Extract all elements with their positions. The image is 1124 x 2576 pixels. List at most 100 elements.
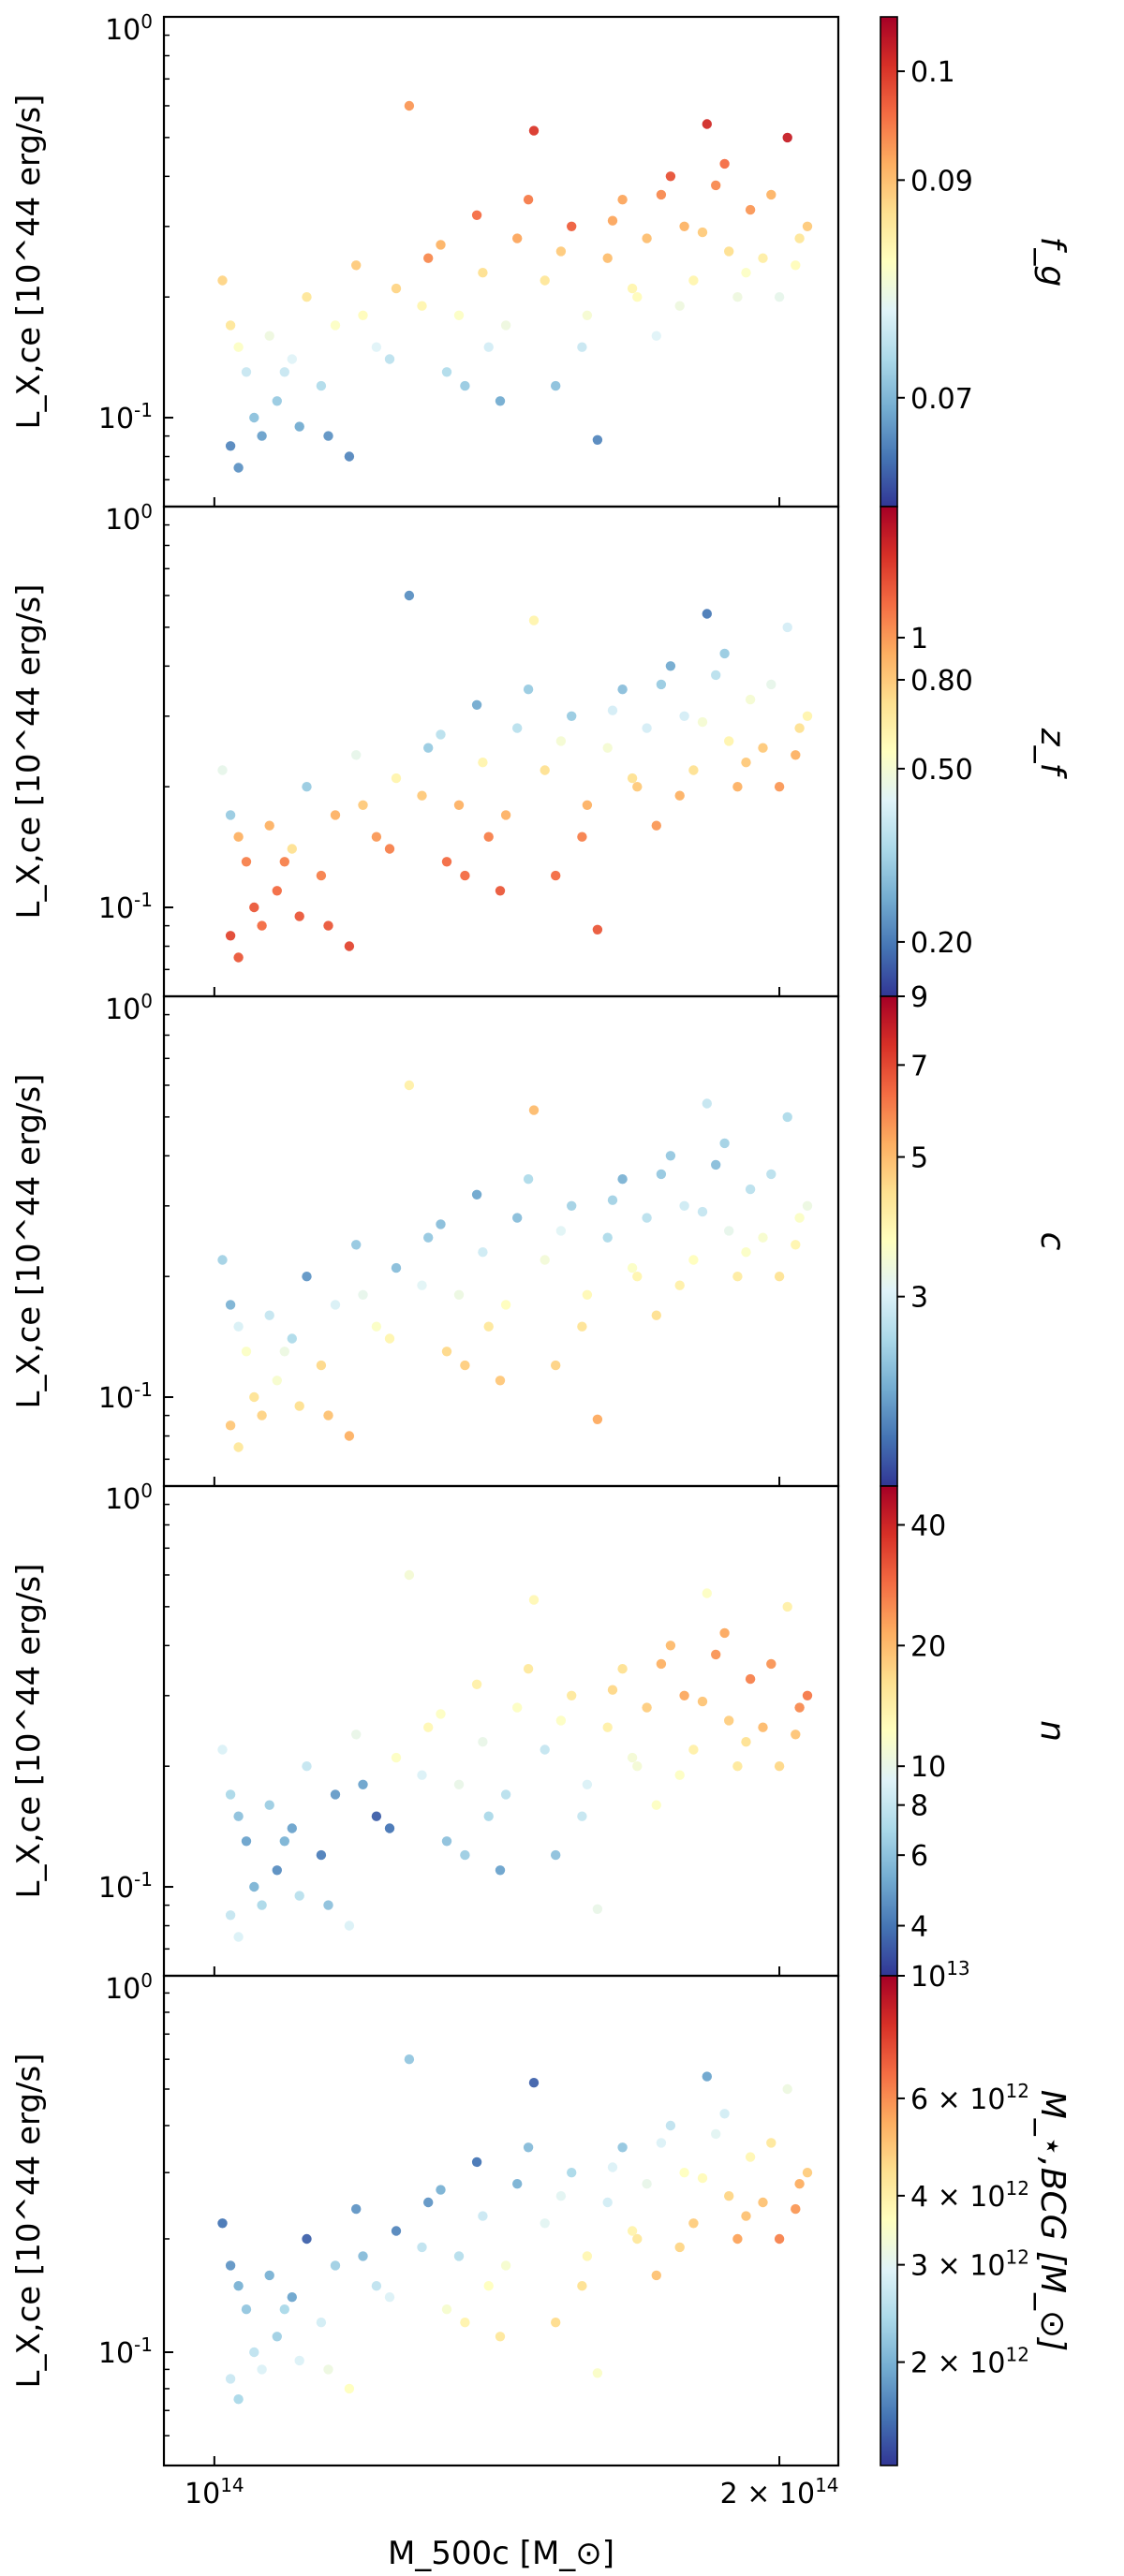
data-point	[732, 782, 743, 792]
data-point	[478, 268, 488, 278]
data-point	[592, 1414, 603, 1425]
data-point	[264, 2270, 274, 2281]
y-tick-label: 10-1	[98, 889, 153, 925]
data-point	[225, 1910, 236, 1921]
data-point	[582, 1289, 593, 1301]
data-point	[330, 1789, 341, 1800]
data-point	[404, 100, 415, 111]
data-point	[679, 2168, 689, 2178]
data-point	[627, 773, 638, 784]
colorbar-tick-label: 0.09	[910, 165, 973, 198]
data-point	[791, 1240, 801, 1250]
data-point	[441, 857, 452, 867]
data-point	[523, 1174, 534, 1185]
data-point	[241, 1347, 252, 1357]
data-point	[344, 1431, 355, 1441]
data-point	[423, 253, 434, 263]
data-point	[724, 2191, 734, 2201]
data-point	[323, 1900, 333, 1910]
data-point	[758, 2197, 768, 2208]
data-point	[617, 684, 628, 695]
data-point	[656, 189, 667, 200]
colorbar-tick-label: 0.1	[910, 56, 955, 89]
data-point	[782, 2083, 792, 2095]
data-point	[674, 1280, 685, 1290]
data-point	[688, 1744, 699, 1755]
y-axis-label: L_X,ce [10^44 erg/s]	[10, 1074, 48, 1409]
y-tick-label: 100	[105, 1479, 153, 1516]
y-axis-label: L_X,ce [10^44 erg/s]	[10, 95, 48, 430]
data-point	[551, 870, 561, 881]
data-point	[632, 1761, 643, 1772]
data-point	[453, 310, 465, 320]
data-point	[702, 119, 712, 129]
colorbar-tick-label: 2 × 1012	[910, 2344, 1029, 2380]
data-point	[233, 1932, 244, 1942]
data-point	[483, 342, 494, 352]
data-point	[577, 2281, 587, 2291]
data-point	[651, 331, 661, 341]
data-point	[495, 2332, 506, 2342]
data-point	[745, 1673, 756, 1685]
data-point	[724, 736, 734, 746]
data-point	[577, 1811, 587, 1821]
data-point	[217, 765, 228, 775]
colorbar-tick-label: 4	[910, 1911, 928, 1944]
data-point	[478, 1247, 488, 1258]
data-point	[702, 1098, 712, 1109]
x-tick-label: 1014	[185, 2474, 244, 2510]
data-point	[528, 615, 540, 626]
data-point	[688, 275, 699, 286]
data-point	[802, 1200, 813, 1212]
data-point	[257, 431, 267, 441]
data-point	[724, 246, 734, 257]
data-point	[417, 301, 427, 311]
data-point	[719, 1138, 730, 1149]
data-point	[330, 1300, 341, 1310]
y-tick-label: 10-1	[98, 1378, 153, 1415]
scatter-panel-5: 100 10-1 L_X,ce [10^44 erg/s] 1013 6 × 1012 4…	[10, 1957, 1072, 2467]
data-point	[607, 705, 618, 715]
data-point	[294, 421, 304, 432]
data-point	[417, 1280, 427, 1290]
colorbar-tick-label: 4 × 1012	[910, 2177, 1029, 2214]
data-point	[294, 911, 304, 921]
data-point	[711, 180, 721, 191]
data-point	[495, 1865, 506, 1876]
data-point	[272, 2332, 282, 2342]
data-point	[323, 431, 333, 441]
colorbar-label: f_g	[1033, 237, 1072, 287]
colorbar-tick-label: 6	[910, 1840, 928, 1873]
data-point	[404, 2054, 415, 2065]
colorbar-tick-label: 0.20	[910, 927, 973, 960]
data-point	[471, 2156, 482, 2168]
data-point	[404, 1569, 415, 1581]
data-point	[528, 1595, 540, 1605]
data-point	[642, 1213, 652, 1223]
data-point	[567, 221, 577, 231]
data-point	[257, 1900, 267, 1910]
data-point	[371, 342, 382, 352]
data-point	[766, 679, 776, 690]
data-point	[257, 1410, 267, 1420]
data-point	[540, 1744, 550, 1755]
data-point	[294, 1401, 304, 1411]
colorbar-label: z_f	[1033, 728, 1072, 780]
data-point	[802, 221, 813, 231]
data-point	[495, 886, 506, 896]
data-point	[417, 1770, 427, 1780]
data-point	[272, 886, 282, 896]
data-point	[697, 227, 708, 238]
y-tick-label: 10-1	[98, 1868, 153, 1905]
data-point	[745, 2152, 756, 2162]
y-tick-label: 100	[105, 990, 153, 1026]
data-point	[225, 441, 236, 451]
colorbar-tick-label: 8	[910, 1790, 928, 1823]
data-point	[766, 1658, 776, 1670]
data-point	[791, 2203, 801, 2215]
data-point	[471, 1679, 482, 1690]
data-point	[791, 260, 801, 271]
y-tick-label: 100	[105, 10, 153, 47]
scatter-panel-1: 100 10-1 L_X,ce [10^44 erg/s] 0.1 0.09 0.07 f_…	[10, 10, 1072, 508]
data-point	[782, 622, 792, 633]
